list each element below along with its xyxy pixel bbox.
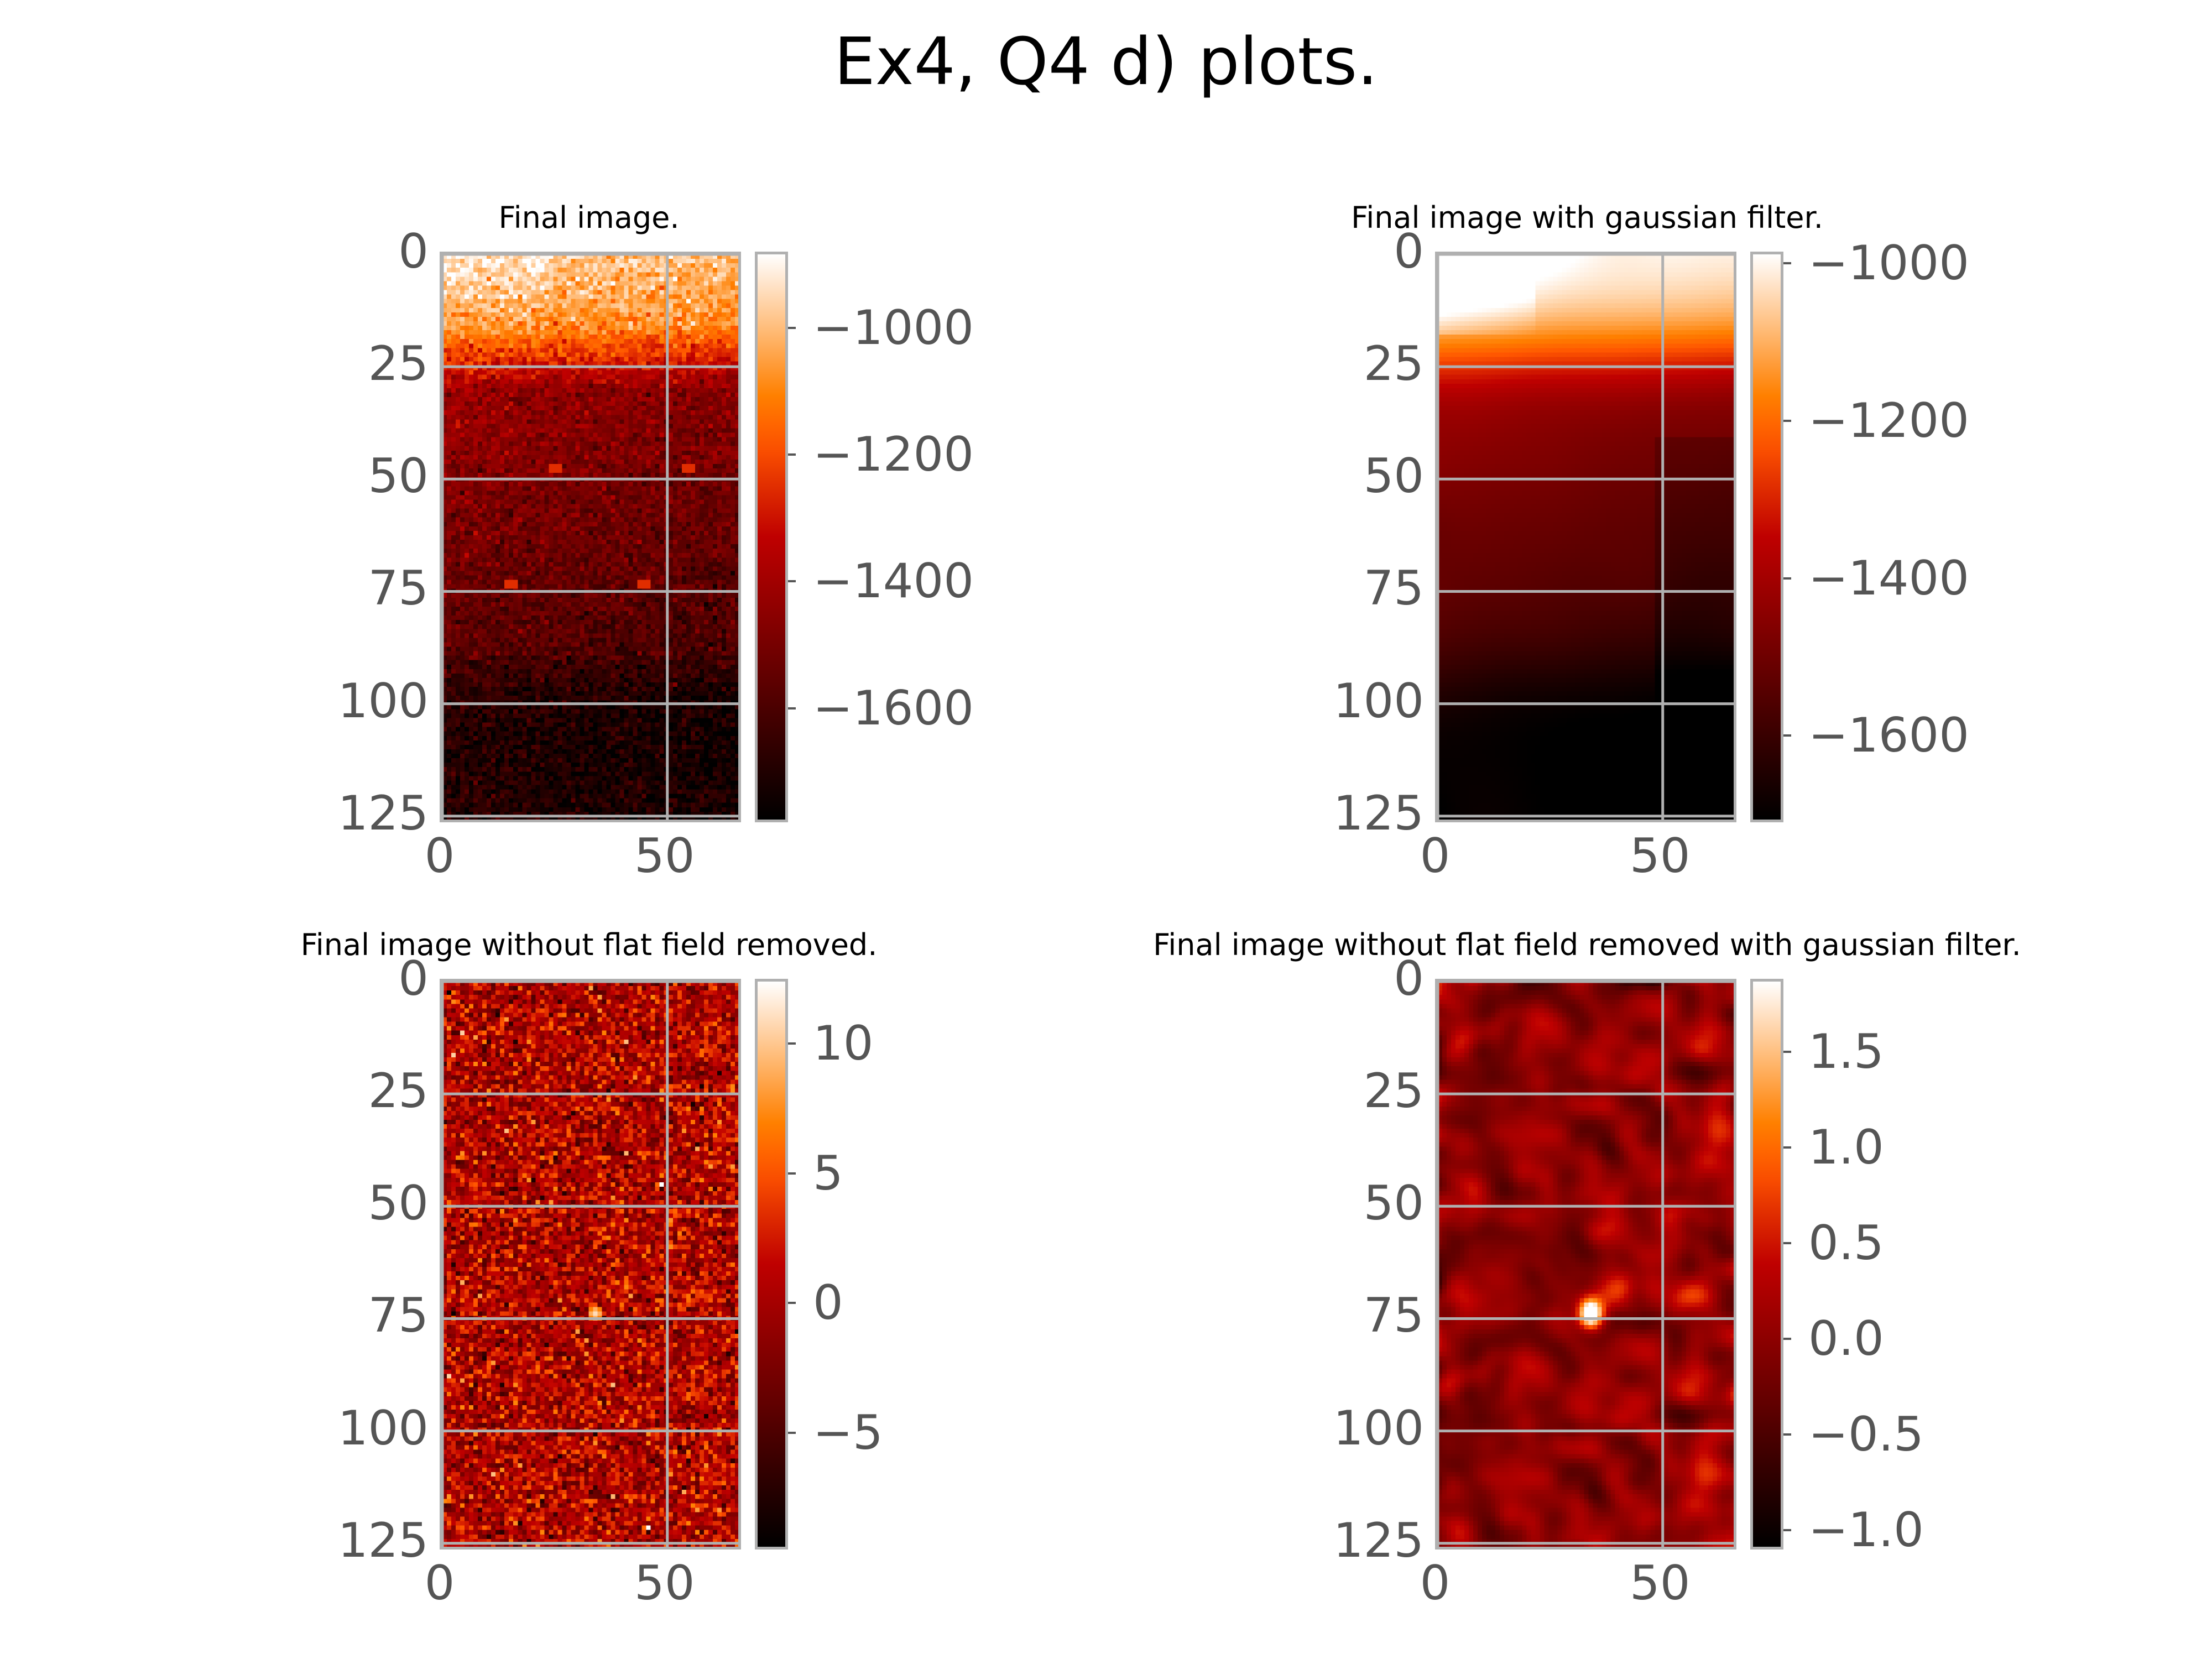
- x-tick-label: 50: [1629, 828, 1691, 884]
- subplot-title: Final image without flat field removed.: [300, 927, 878, 962]
- colorbar-tick-label: −1000: [813, 300, 974, 356]
- grid-lines: [1438, 254, 1734, 820]
- colorbar-tick-label: −1600: [1808, 708, 1969, 764]
- grid-lines: [442, 254, 738, 820]
- colorbar: [755, 979, 788, 1550]
- colorbar: [1750, 979, 1783, 1550]
- colorbar-tick-label: 1.0: [1808, 1119, 1884, 1175]
- colorbar-tick-label: −1400: [1808, 550, 1969, 606]
- y-tick-label: 75: [1363, 1288, 1424, 1344]
- colorbar-tick-mark: [1783, 1433, 1791, 1436]
- colorbar: [1750, 252, 1783, 822]
- heatmap-plot-area: [1435, 252, 1736, 822]
- grid-lines: [1438, 982, 1734, 1547]
- y-tick-label: 50: [368, 448, 429, 504]
- y-tick-label: 75: [368, 561, 429, 617]
- y-tick-label: 125: [1333, 785, 1424, 841]
- y-tick-label: 0: [398, 224, 429, 279]
- colorbar-tick-label: −1200: [1808, 393, 1969, 449]
- colorbar-tick-mark: [788, 453, 796, 456]
- grid-lines: [442, 982, 738, 1547]
- y-tick-label: 75: [368, 1288, 429, 1344]
- colorbar-tick-mark: [1783, 1338, 1791, 1340]
- colorbar-tick-label: 1.5: [1808, 1024, 1884, 1079]
- colorbar-tick-mark: [788, 1302, 796, 1305]
- y-tick-label: 100: [1333, 1400, 1424, 1456]
- subplot-title: Final image.: [498, 200, 680, 235]
- x-tick-label: 0: [424, 828, 455, 884]
- colorbar-tick-label: 0: [813, 1275, 843, 1331]
- colorbar: [755, 252, 788, 822]
- colorbar-tick-label: 5: [813, 1145, 843, 1201]
- heatmap-plot-area: [440, 252, 741, 822]
- colorbar-tick-label: −1.0: [1808, 1503, 1924, 1558]
- colorbar-tick-label: −1000: [1808, 236, 1969, 291]
- colorbar-tick-mark: [1783, 262, 1791, 265]
- colorbar-tick-label: −0.5: [1808, 1407, 1924, 1463]
- colorbar-tick-mark: [788, 1172, 796, 1175]
- colorbar-tick-label: 0.5: [1808, 1215, 1884, 1271]
- y-tick-label: 50: [368, 1176, 429, 1232]
- x-tick-label: 50: [634, 828, 695, 884]
- y-tick-label: 125: [337, 1512, 429, 1568]
- y-tick-label: 50: [1363, 1176, 1424, 1232]
- y-tick-label: 125: [337, 785, 429, 841]
- colorbar-tick-mark: [788, 580, 796, 583]
- y-tick-label: 100: [1333, 673, 1424, 729]
- x-tick-label: 0: [1420, 828, 1451, 884]
- colorbar-tick-mark: [1783, 1146, 1791, 1149]
- x-tick-label: 50: [634, 1556, 695, 1611]
- y-tick-label: 125: [1333, 1512, 1424, 1568]
- figure-title: Ex4, Q4 d) plots.: [834, 23, 1378, 100]
- x-tick-label: 50: [1629, 1556, 1691, 1611]
- y-tick-label: 0: [398, 951, 429, 1006]
- y-tick-label: 100: [337, 673, 429, 729]
- y-tick-label: 25: [1363, 336, 1424, 392]
- y-tick-label: 75: [1363, 561, 1424, 617]
- y-tick-label: 0: [1394, 951, 1424, 1006]
- colorbar-tick-label: −5: [813, 1405, 883, 1460]
- colorbar-tick-label: −1400: [813, 554, 974, 609]
- subplot-title: Final image without flat field removed w…: [1153, 927, 2021, 962]
- colorbar-tick-mark: [788, 1042, 796, 1045]
- colorbar-tick-mark: [1783, 420, 1791, 422]
- heatmap-image: [1438, 254, 1734, 820]
- subplot-title: Final image with gaussian filter.: [1351, 200, 1823, 235]
- x-tick-label: 0: [1420, 1556, 1451, 1611]
- y-tick-label: 100: [337, 1400, 429, 1456]
- colorbar-tick-label: 10: [813, 1016, 874, 1072]
- heatmap-image: [1438, 982, 1734, 1547]
- y-tick-label: 50: [1363, 448, 1424, 504]
- y-tick-label: 25: [368, 1063, 429, 1119]
- colorbar-tick-mark: [1783, 577, 1791, 580]
- y-tick-label: 25: [368, 336, 429, 392]
- colorbar-tick-mark: [1783, 1241, 1791, 1244]
- heatmap-plot-area: [440, 979, 741, 1550]
- colorbar-tick-mark: [788, 326, 796, 329]
- colorbar-tick-label: −1200: [813, 426, 974, 482]
- colorbar-tick-label: 0.0: [1808, 1311, 1884, 1367]
- y-tick-label: 0: [1394, 224, 1424, 279]
- colorbar-tick-label: −1600: [813, 680, 974, 736]
- colorbar-tick-mark: [1783, 1050, 1791, 1053]
- heatmap-image: [442, 254, 738, 820]
- colorbar-tick-mark: [1783, 1529, 1791, 1532]
- heatmap-image: [442, 982, 738, 1547]
- colorbar-tick-mark: [1783, 734, 1791, 737]
- y-tick-label: 25: [1363, 1063, 1424, 1119]
- x-tick-label: 0: [424, 1556, 455, 1611]
- colorbar-tick-mark: [788, 707, 796, 709]
- colorbar-tick-mark: [788, 1431, 796, 1434]
- heatmap-plot-area: [1435, 979, 1736, 1550]
